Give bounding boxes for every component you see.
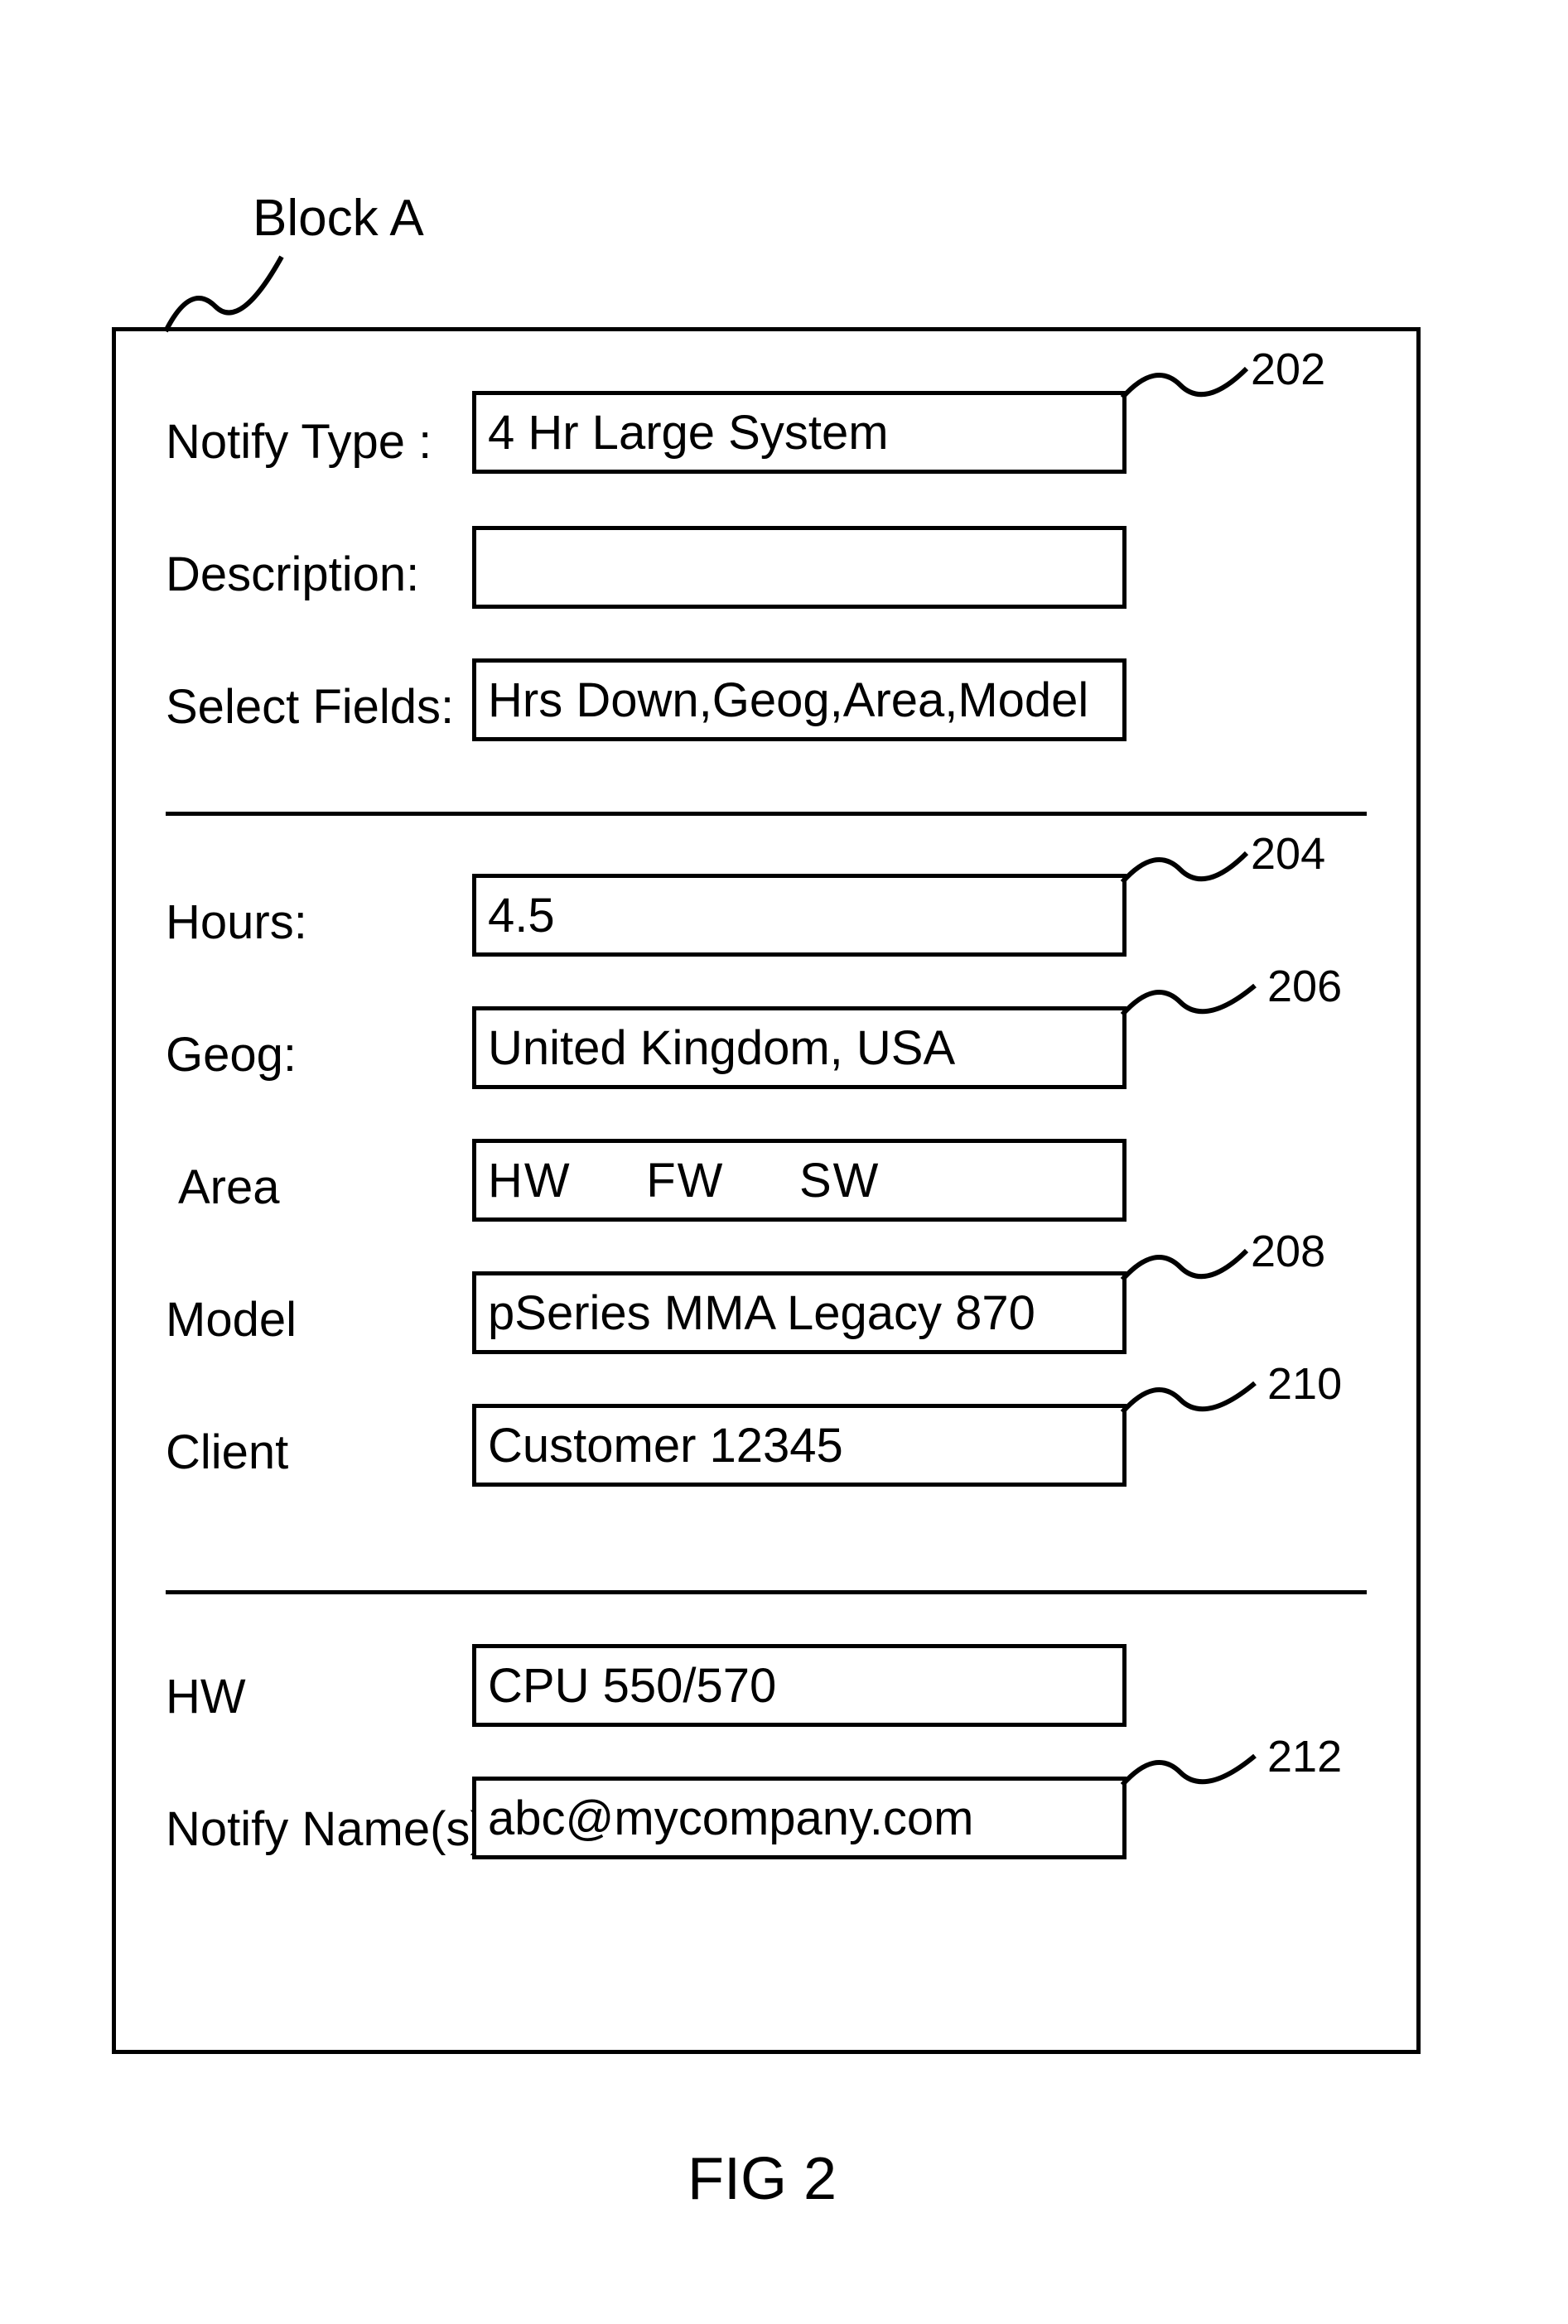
ref-204-pointer [1122, 845, 1255, 894]
hw-value: CPU 550/570 [488, 1658, 776, 1714]
block-a-pointer [157, 248, 290, 340]
figure-page: Block A Notify Type : 4 Hr Large System … [0, 0, 1568, 2324]
model-field[interactable]: pSeries MMA Legacy 870 [472, 1271, 1127, 1354]
client-field[interactable]: Customer 12345 [472, 1404, 1127, 1487]
ref-210: 210 [1267, 1358, 1342, 1410]
hw-label: HW [166, 1669, 246, 1724]
notify-names-value: abc@mycompany.com [488, 1791, 973, 1846]
notify-type-value: 4 Hr Large System [488, 405, 889, 460]
description-label: Description: [166, 547, 419, 602]
client-value: Customer 12345 [488, 1418, 843, 1473]
ref-206-pointer [1122, 977, 1263, 1027]
select-fields-label: Select Fields: [166, 679, 454, 735]
select-fields-field[interactable]: Hrs Down,Geog,Area,Model [472, 658, 1127, 741]
ref-202: 202 [1251, 344, 1325, 395]
hours-label: Hours: [166, 894, 307, 950]
ref-206: 206 [1267, 961, 1342, 1012]
hw-field[interactable]: CPU 550/570 [472, 1644, 1127, 1727]
select-fields-value: Hrs Down,Geog,Area,Model [488, 673, 1088, 728]
client-label: Client [166, 1425, 288, 1480]
ref-208: 208 [1251, 1226, 1325, 1277]
notify-type-field[interactable]: 4 Hr Large System [472, 391, 1127, 474]
notify-names-label: Notify Name(s) [166, 1801, 486, 1857]
model-label: Model [166, 1292, 297, 1348]
ref-212-pointer [1122, 1748, 1263, 1797]
ref-208-pointer [1122, 1242, 1255, 1292]
notify-type-label: Notify Type : [166, 414, 432, 470]
hours-value: 4.5 [488, 888, 555, 943]
area-field[interactable]: HW FW SW [472, 1139, 1127, 1222]
geog-label: Geog: [166, 1027, 297, 1082]
block-a-label: Block A [253, 189, 424, 248]
description-field[interactable] [472, 526, 1127, 609]
geog-field[interactable]: United Kingdom, USA [472, 1006, 1127, 1089]
ref-204: 204 [1251, 828, 1325, 880]
ref-210-pointer [1122, 1375, 1263, 1425]
geog-value: United Kingdom, USA [488, 1020, 955, 1076]
notify-names-field[interactable]: abc@mycompany.com [472, 1777, 1127, 1859]
area-label: Area [178, 1160, 280, 1215]
divider-1 [166, 812, 1367, 816]
area-value: HW FW SW [488, 1153, 880, 1208]
model-value: pSeries MMA Legacy 870 [488, 1285, 1035, 1341]
ref-212: 212 [1267, 1731, 1342, 1782]
divider-2 [166, 1590, 1367, 1594]
figure-caption: FIG 2 [688, 2145, 837, 2213]
hours-field[interactable]: 4.5 [472, 874, 1127, 957]
ref-202-pointer [1122, 360, 1255, 410]
